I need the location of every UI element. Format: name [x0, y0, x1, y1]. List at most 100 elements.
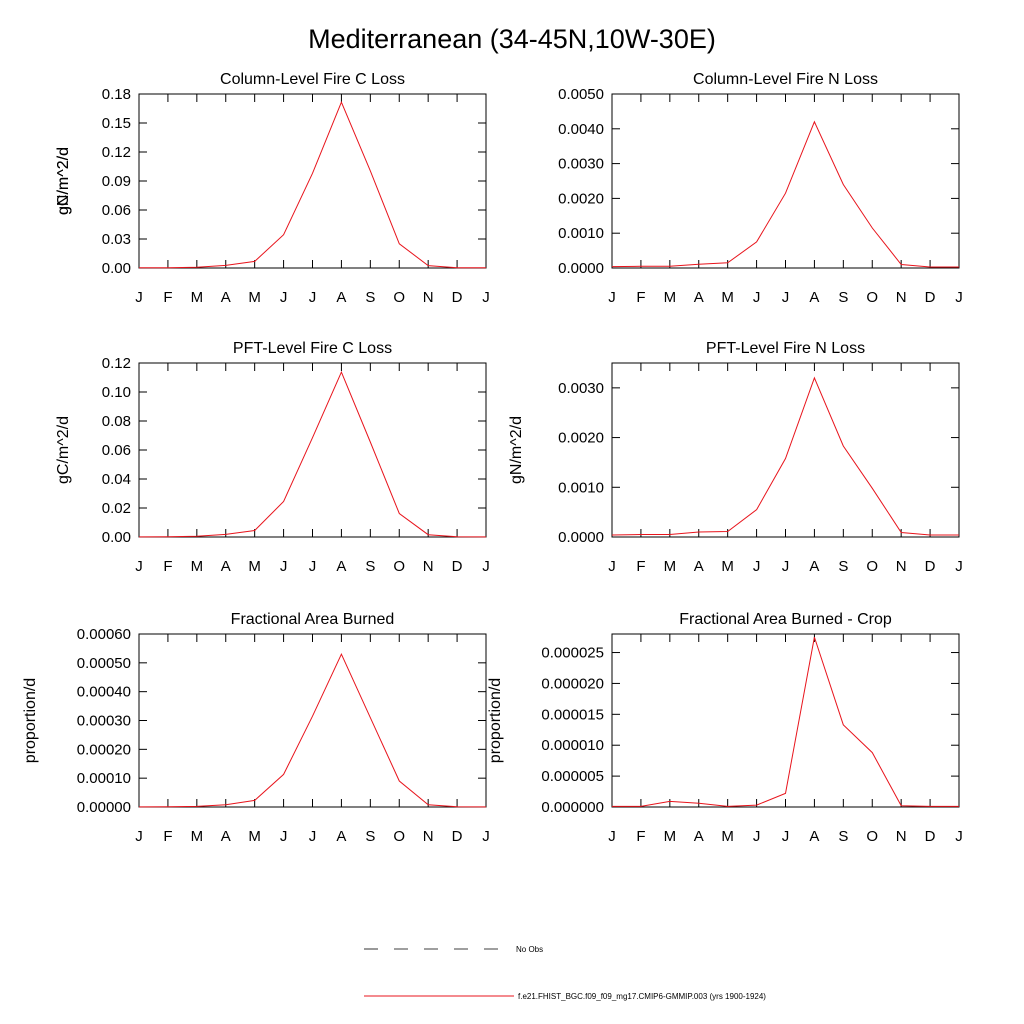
- x-tick-label: J: [955, 558, 963, 575]
- x-tick-label: J: [135, 558, 143, 575]
- x-tick-label: N: [423, 289, 434, 306]
- series-line: [611, 120, 959, 268]
- x-tick-label: M: [664, 828, 677, 845]
- y-tick-label: 0.000010: [541, 737, 604, 754]
- plot-frame: [138, 93, 487, 269]
- y-axis-label: proportion/d: [22, 678, 39, 763]
- x-tick-label: N: [896, 558, 907, 575]
- y-tick-label: 0.0030: [558, 380, 604, 397]
- y-tick-label: 0.00: [102, 260, 131, 277]
- y-axis-label: gN/m^2/d: [55, 147, 72, 215]
- y-tick-label: 0.00000: [77, 799, 131, 816]
- x-tick-label: S: [365, 289, 375, 306]
- x-tick-label: M: [248, 828, 261, 845]
- x-tick-label: D: [925, 289, 936, 306]
- x-tick-label: D: [925, 828, 936, 845]
- y-axis-label: gC/m^2/d: [55, 147, 72, 215]
- y-tick-label: 0.00040: [77, 684, 131, 701]
- y-tick-label: 0.04: [102, 471, 131, 488]
- x-tick-label: S: [838, 289, 848, 306]
- x-tick-label: M: [191, 558, 204, 575]
- y-tick-label: 0.00060: [77, 626, 131, 643]
- series-line: [138, 370, 487, 538]
- y-tick-label: 0.12: [102, 144, 131, 161]
- x-tick-label: O: [393, 558, 405, 575]
- x-tick-label: J: [482, 828, 490, 845]
- series-line: [611, 376, 959, 536]
- legend: No Obs f.e21.FHIST_BGC.f09_f09_mg17.CMIP…: [364, 945, 766, 1001]
- panel-title: PFT-Level Fire N Loss: [706, 340, 865, 357]
- panel-title: PFT-Level Fire C Loss: [233, 340, 392, 357]
- panel-title: Column-Level Fire C Loss: [220, 71, 405, 88]
- y-tick-label: 0.15: [102, 115, 131, 132]
- y-tick-label: 0.08: [102, 413, 131, 430]
- x-tick-label: J: [482, 558, 490, 575]
- y-tick-label: 0.000000: [541, 799, 604, 816]
- y-tick-label: 0.02: [102, 500, 131, 517]
- plot-frame: [611, 362, 960, 538]
- x-tick-label: J: [782, 828, 790, 845]
- x-tick-label: S: [365, 558, 375, 575]
- x-tick-label: S: [365, 828, 375, 845]
- x-tick-label: J: [309, 828, 317, 845]
- x-tick-label: O: [866, 289, 878, 306]
- x-tick-label: M: [248, 558, 261, 575]
- y-tick-label: 0.06: [102, 202, 131, 219]
- y-tick-label: 0.12: [102, 355, 131, 372]
- y-tick-label: 0.00020: [77, 741, 131, 758]
- x-tick-label: J: [753, 558, 761, 575]
- series-line: [138, 653, 487, 808]
- x-tick-label: N: [896, 289, 907, 306]
- y-tick-label: 0.000020: [541, 675, 604, 692]
- y-tick-label: 0.000025: [541, 645, 604, 662]
- x-tick-label: O: [866, 828, 878, 845]
- x-tick-label: A: [221, 289, 231, 306]
- y-tick-label: 0.00030: [77, 713, 131, 730]
- y-tick-label: 0.0030: [558, 156, 604, 173]
- figure-title: Mediterranean (34-45N,10W-30E): [308, 24, 716, 54]
- panel-title: Fractional Area Burned: [231, 611, 395, 628]
- x-tick-label: A: [336, 289, 346, 306]
- x-tick-label: M: [191, 828, 204, 845]
- y-tick-label: 0.18: [102, 86, 131, 103]
- y-axis-label: proportion/d: [487, 678, 504, 763]
- x-tick-label: O: [393, 289, 405, 306]
- y-tick-label: 0.0010: [558, 479, 604, 496]
- plot-frame: [138, 633, 487, 808]
- x-tick-label: J: [782, 289, 790, 306]
- x-tick-label: J: [782, 558, 790, 575]
- x-tick-label: F: [163, 828, 172, 845]
- x-tick-label: J: [309, 558, 317, 575]
- y-tick-label: 0.06: [102, 442, 131, 459]
- x-tick-label: N: [423, 828, 434, 845]
- x-tick-label: J: [753, 828, 761, 845]
- x-tick-label: M: [191, 289, 204, 306]
- x-tick-label: J: [135, 289, 143, 306]
- x-tick-label: J: [309, 289, 317, 306]
- x-tick-label: D: [925, 558, 936, 575]
- x-tick-label: J: [955, 289, 963, 306]
- x-tick-label: N: [423, 558, 434, 575]
- x-tick-label: M: [721, 828, 734, 845]
- x-tick-label: F: [163, 289, 172, 306]
- y-tick-label: 0.00: [102, 529, 131, 546]
- y-tick-label: 0.0050: [558, 86, 604, 103]
- x-tick-label: N: [896, 828, 907, 845]
- series-line: [138, 100, 487, 269]
- x-tick-label: A: [336, 828, 346, 845]
- y-tick-label: 0.00010: [77, 770, 131, 787]
- legend-obs-label: No Obs: [516, 945, 543, 954]
- panel-fractional-area-burned-crop: Fractional Area Burned - Crop proportion/…: [487, 611, 963, 845]
- x-tick-label: D: [452, 289, 463, 306]
- x-tick-label: J: [608, 558, 616, 575]
- panel-fractional-area-burned: Fractional Area Burned proportion/d J F M A M J…: [22, 611, 490, 845]
- x-tick-label: M: [721, 289, 734, 306]
- y-tick-label: 0.00050: [77, 655, 131, 672]
- y-axis-label: gN/m^2/d: [508, 416, 525, 484]
- x-tick-label: M: [721, 558, 734, 575]
